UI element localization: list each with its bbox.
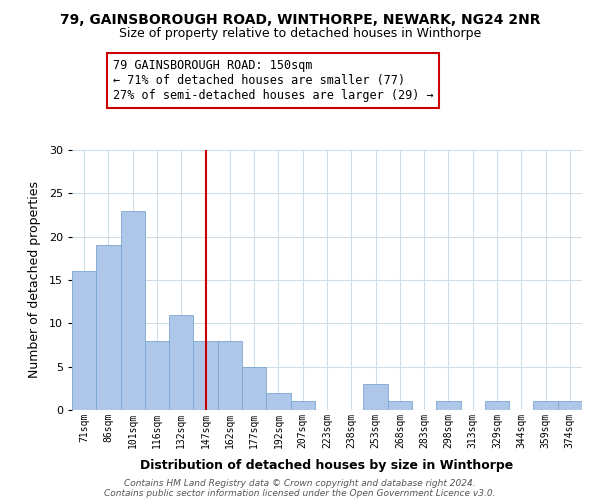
Bar — [436, 402, 461, 410]
Bar — [96, 246, 121, 410]
Bar — [485, 402, 509, 410]
Bar — [72, 272, 96, 410]
Bar — [193, 340, 218, 410]
Bar — [364, 384, 388, 410]
Text: Size of property relative to detached houses in Winthorpe: Size of property relative to detached ho… — [119, 28, 481, 40]
X-axis label: Distribution of detached houses by size in Winthorpe: Distribution of detached houses by size … — [140, 459, 514, 472]
Bar — [121, 210, 145, 410]
Bar — [145, 340, 169, 410]
Bar — [218, 340, 242, 410]
Text: Contains public sector information licensed under the Open Government Licence v3: Contains public sector information licen… — [104, 488, 496, 498]
Text: 79 GAINSBOROUGH ROAD: 150sqm
← 71% of detached houses are smaller (77)
27% of se: 79 GAINSBOROUGH ROAD: 150sqm ← 71% of de… — [113, 59, 433, 102]
Bar — [388, 402, 412, 410]
Y-axis label: Number of detached properties: Number of detached properties — [28, 182, 41, 378]
Text: Contains HM Land Registry data © Crown copyright and database right 2024.: Contains HM Land Registry data © Crown c… — [124, 478, 476, 488]
Bar — [242, 366, 266, 410]
Bar — [558, 402, 582, 410]
Bar — [169, 314, 193, 410]
Bar — [290, 402, 315, 410]
Bar — [266, 392, 290, 410]
Bar — [533, 402, 558, 410]
Text: 79, GAINSBOROUGH ROAD, WINTHORPE, NEWARK, NG24 2NR: 79, GAINSBOROUGH ROAD, WINTHORPE, NEWARK… — [60, 12, 540, 26]
